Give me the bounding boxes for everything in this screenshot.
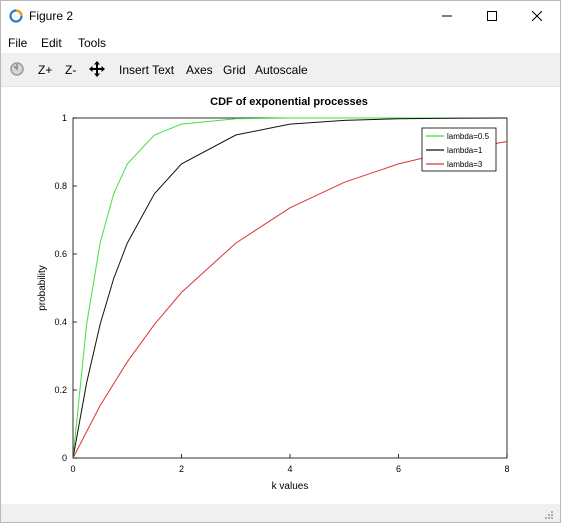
x-tick-label: 8 [504, 464, 509, 474]
x-tick-label: 2 [179, 464, 184, 474]
grid-button[interactable]: Grid [223, 63, 246, 77]
y-tick-label: 0.2 [54, 385, 67, 395]
y-tick-label: 0 [62, 453, 67, 463]
title-bar[interactable]: Figure 2 [1, 1, 560, 31]
y-axis-label: probability [37, 265, 48, 311]
pan-icon[interactable] [88, 60, 106, 78]
y-tick-label: 1 [62, 113, 67, 123]
x-axis-label: k values [272, 481, 309, 492]
menu-tools[interactable]: Tools [78, 36, 106, 50]
zoom-out-button[interactable]: Z- [65, 63, 76, 77]
minimize-button[interactable] [424, 1, 470, 31]
window-title: Figure 2 [29, 9, 73, 23]
x-tick-label: 0 [70, 464, 75, 474]
chart: CDF of exponential processes 0 2 4 6 8 0 0.2 0.… [1, 87, 560, 504]
figure-canvas: CDF of exponential processes 0 2 4 6 8 0 0.2 0.… [1, 87, 560, 504]
y-tick-label: 0.8 [54, 181, 67, 191]
toolbar: Z+ Z- Insert Text Axes Grid Autoscale [1, 53, 560, 87]
legend-label: lambda=0.5 [447, 132, 490, 141]
close-button[interactable] [514, 1, 560, 31]
y-tick-label: 0.6 [54, 249, 67, 259]
maximize-button[interactable] [469, 1, 515, 31]
menu-bar: File Edit Tools [1, 31, 560, 53]
menu-edit[interactable]: Edit [41, 36, 62, 50]
rotate-icon[interactable] [8, 60, 26, 78]
chart-title: CDF of exponential processes [210, 96, 368, 108]
status-bar [1, 504, 560, 522]
legend-label: lambda=3 [447, 160, 483, 169]
minimize-icon [442, 11, 452, 21]
x-tick-label: 4 [287, 464, 292, 474]
axes-button[interactable]: Axes [186, 63, 213, 77]
resize-grip-icon[interactable] [544, 510, 554, 520]
y-tick-label: 0.4 [54, 317, 67, 327]
zoom-in-button[interactable]: Z+ [38, 63, 52, 77]
insert-text-button[interactable]: Insert Text [119, 63, 174, 77]
legend-label: lambda=1 [447, 146, 483, 155]
legend: lambda=0.5 lambda=1 lambda=3 [422, 128, 496, 171]
x-tick-label: 6 [396, 464, 401, 474]
autoscale-button[interactable]: Autoscale [255, 63, 308, 77]
maximize-icon [487, 11, 497, 21]
menu-file[interactable]: File [8, 36, 27, 50]
close-icon [532, 11, 542, 21]
octave-logo-icon [9, 9, 23, 23]
